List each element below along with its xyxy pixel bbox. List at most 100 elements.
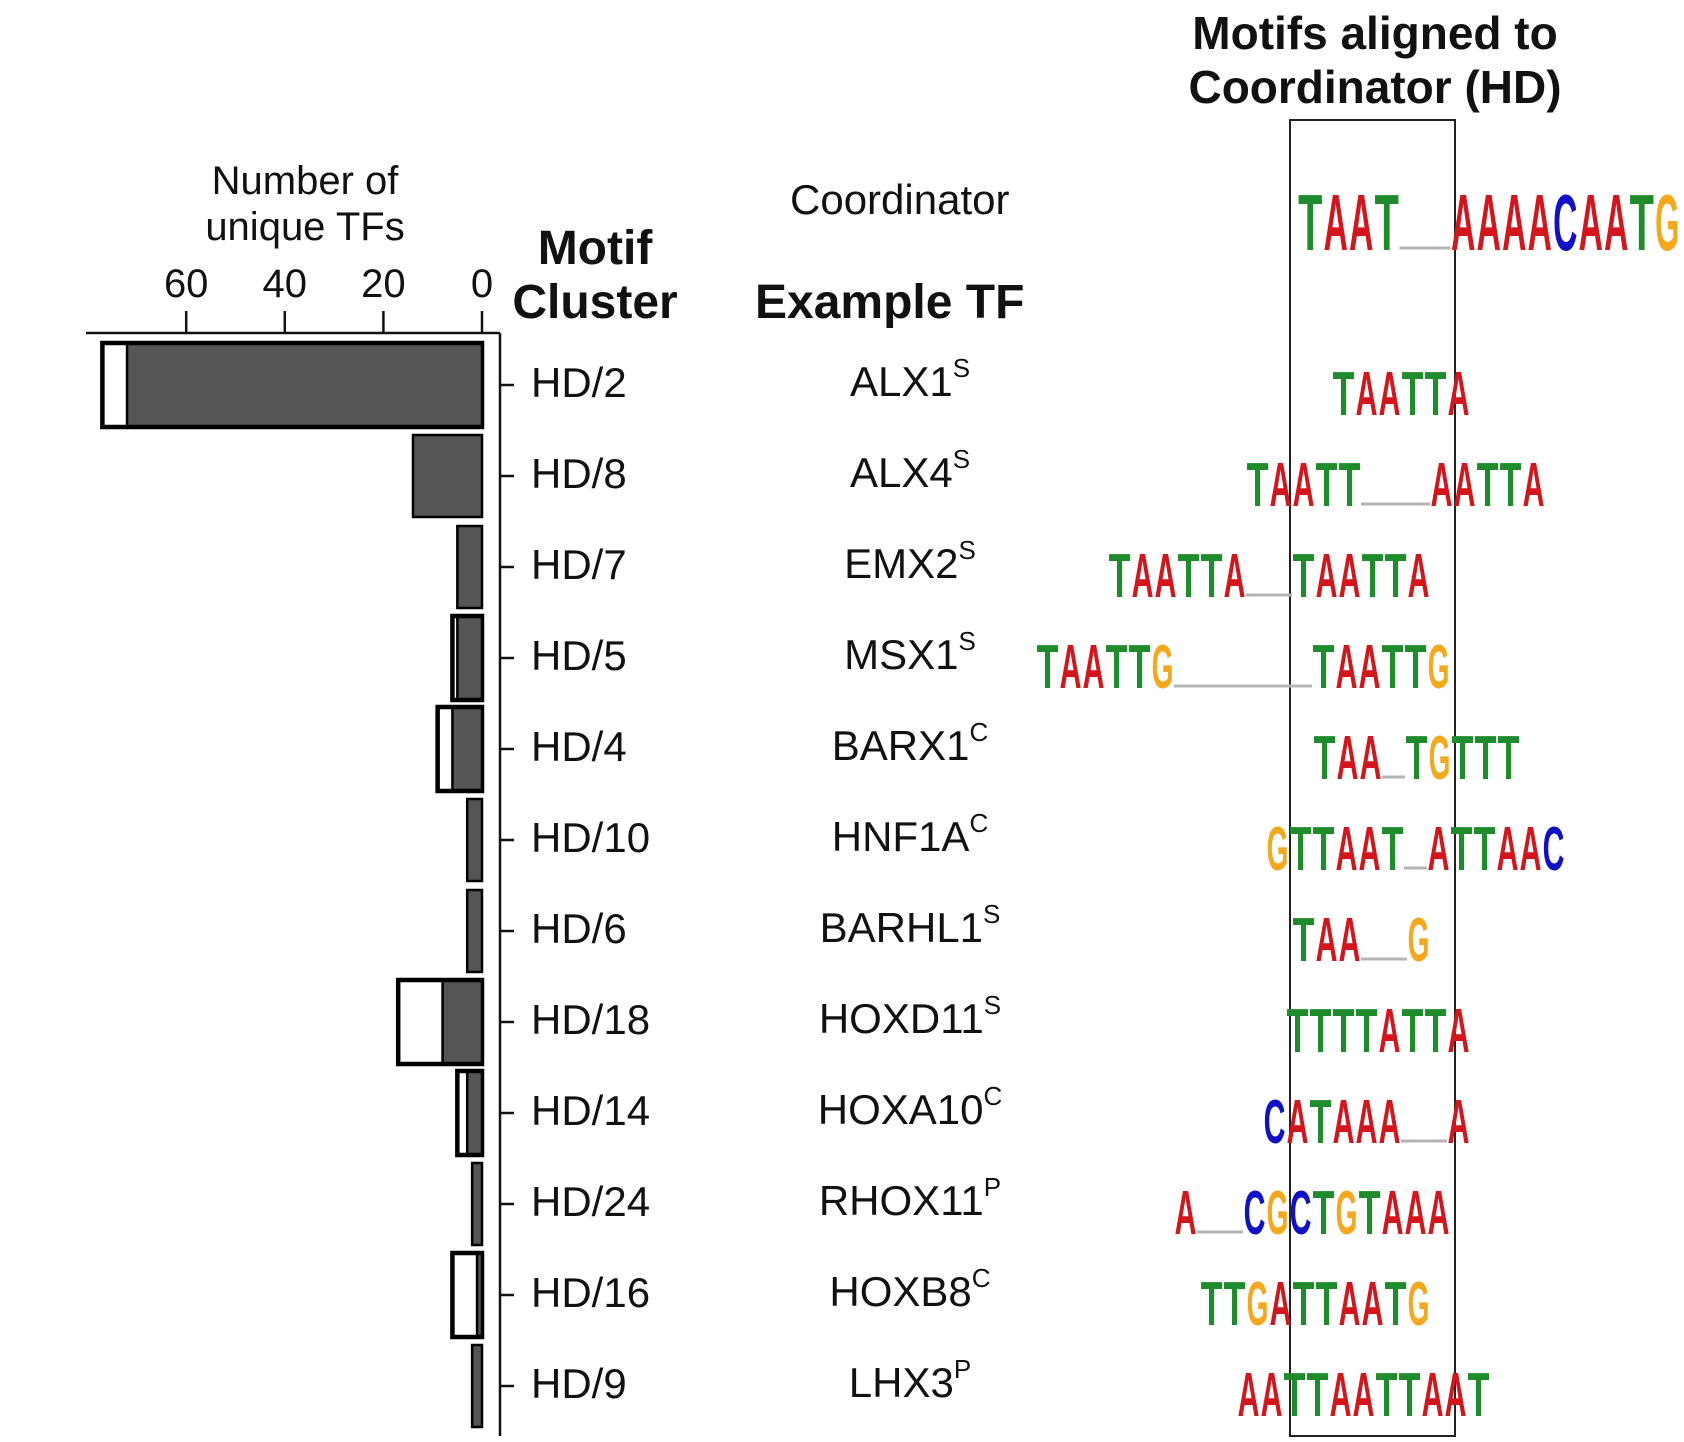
logo-letter: A: [1353, 1361, 1375, 1430]
cluster-label: HD/18: [531, 996, 651, 1043]
example-tf-label: HNF1AC: [760, 808, 1060, 861]
logo-letter: G: [1408, 906, 1430, 975]
logo-letter: C: [1553, 178, 1577, 267]
tf-name: RHOX11: [818, 1177, 984, 1224]
logo-letter: A: [1445, 1361, 1467, 1430]
logo-letter: T: [1425, 360, 1447, 429]
logo-letter: G: [1655, 178, 1679, 267]
tf-source-superscript: S: [952, 444, 971, 474]
logo-letter: G: [1429, 724, 1451, 793]
logo-letter: A: [1502, 178, 1526, 267]
logo-letter: T: [1316, 1270, 1338, 1339]
example-tf-label: MSX1S: [760, 626, 1060, 679]
logo-letter: A: [1422, 1361, 1444, 1430]
cluster-label: HD/9: [531, 1360, 627, 1407]
logo-letter: T: [1201, 1270, 1223, 1339]
tf-source-superscript: C: [971, 1263, 991, 1293]
logo-letter: T: [1109, 542, 1131, 611]
logo-letter: A: [1448, 997, 1470, 1066]
cluster-label: HD/7: [531, 541, 627, 588]
logo-letter: T: [1313, 815, 1335, 884]
logo-letter: T: [1247, 451, 1269, 520]
example-tf-label: HOXA10C: [760, 1081, 1060, 1134]
example-tf-label: HOXB8C: [760, 1263, 1060, 1316]
logo-letter: T: [1310, 1088, 1332, 1157]
x-tick-label: 0: [470, 262, 494, 306]
tf-source-superscript: S: [958, 535, 976, 565]
logo-letter: A: [1224, 542, 1246, 611]
bar-filled: [465, 797, 484, 883]
logo-letter: T: [1477, 451, 1499, 520]
x-tick-label: 60: [163, 262, 209, 306]
cluster-label: HD/10: [531, 814, 651, 861]
logo-letter: T: [1307, 1361, 1329, 1430]
logo-letter: A: [1405, 1179, 1427, 1248]
tf-name: HOXD11: [818, 995, 984, 1042]
logo-letter: A: [1356, 1088, 1378, 1157]
logo-letter: A: [1428, 815, 1450, 884]
logo-letter: A: [1132, 542, 1154, 611]
logo-letter: T: [1224, 1270, 1246, 1339]
logo-letter: A: [1579, 178, 1603, 267]
logo-letter: A: [1382, 1179, 1404, 1248]
cluster-label: HD/6: [531, 905, 627, 952]
logo-letter: T: [1382, 815, 1404, 884]
logo-letter: T: [1293, 1270, 1315, 1339]
logo-letter: A: [1083, 633, 1105, 702]
logo-letter: T: [1405, 633, 1427, 702]
example-tf-label: ALX1S: [760, 353, 1060, 406]
logo-letter: A: [1336, 633, 1358, 702]
logo-letter: A: [1339, 1270, 1361, 1339]
tf-name: HOXB8: [829, 1268, 972, 1315]
logo-letter: A: [1261, 1361, 1283, 1430]
logo-letter: T: [1037, 633, 1059, 702]
example-tf-label: BARHL1S: [760, 899, 1060, 952]
tf-source-superscript: C: [969, 808, 989, 838]
logo-letter: T: [1313, 633, 1335, 702]
tf-source-superscript: S: [958, 626, 976, 656]
logo-letter: C: [1543, 815, 1565, 884]
x-tick-label: 20: [361, 262, 406, 306]
tf-name: HNF1A: [831, 813, 970, 860]
logo-letter: T: [1310, 997, 1332, 1066]
logo-letter: A: [1451, 178, 1475, 267]
logo-letter: T: [1333, 360, 1355, 429]
logo-letter: T: [1293, 542, 1315, 611]
logo-letter: A: [1428, 1179, 1450, 1248]
example-tf-label: RHOX11P: [760, 1172, 1060, 1225]
logo-letter: A: [1270, 451, 1292, 520]
logo-letter: A: [1316, 906, 1338, 975]
example-tf-label: ALX4S: [760, 444, 1060, 497]
bar-filled: [465, 888, 484, 974]
tf-name: ALX4: [849, 449, 953, 496]
logo-letter: A: [1431, 451, 1453, 520]
cluster-label: HD/4: [531, 723, 627, 770]
logo-letter: A: [1060, 633, 1082, 702]
bar-filled: [475, 1252, 484, 1338]
logo-letter: G: [1408, 1270, 1430, 1339]
logo-letter: A: [1379, 1088, 1401, 1157]
tf-name: EMX2: [844, 540, 959, 587]
logo-letter: A: [1604, 178, 1628, 267]
logo-letter: G: [1152, 633, 1174, 702]
logo-letter: T: [1630, 178, 1654, 267]
logo-letter: T: [1500, 451, 1522, 520]
logo-letter: T: [1284, 1361, 1306, 1430]
logo-letter: A: [1497, 815, 1519, 884]
logo-letter: T: [1406, 724, 1428, 793]
logo-letter: T: [1498, 724, 1520, 793]
logo-letter: T: [1402, 997, 1424, 1066]
cluster-label: HD/8: [531, 450, 627, 497]
example-tf-label: BARX1C: [760, 717, 1060, 770]
logo-letter: A: [1324, 178, 1348, 267]
example-tf-label: LHX3P: [760, 1354, 1060, 1407]
logo-letter: T: [1382, 633, 1404, 702]
bar-filled: [456, 524, 484, 610]
example-tf-label: HOXD11S: [760, 990, 1060, 1043]
